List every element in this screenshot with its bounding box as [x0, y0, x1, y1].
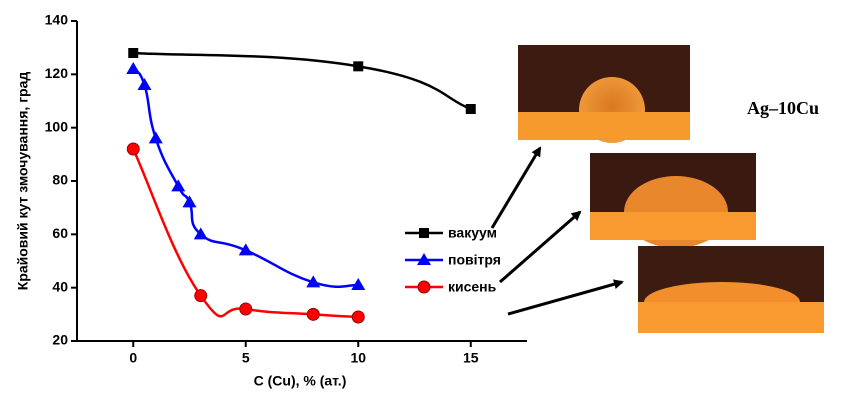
- point: [307, 308, 319, 320]
- point: [149, 131, 163, 143]
- y-tick-label: 140: [45, 12, 69, 28]
- x-tick-label: 15: [463, 350, 479, 366]
- legend-label: повітря: [448, 252, 501, 268]
- point: [466, 104, 476, 114]
- point: [128, 48, 138, 58]
- point: [138, 78, 152, 90]
- y-tick-label: 80: [52, 172, 68, 188]
- point: [183, 195, 197, 207]
- y-tick-label: 120: [45, 65, 69, 81]
- chart: Ag–10Cu C (Cu), % (ат.) Крайовий кут змо…: [0, 0, 846, 401]
- photo-3: [638, 246, 824, 333]
- annotation: Ag–10Cu: [747, 98, 819, 118]
- y-tick-label: 20: [52, 332, 68, 348]
- point: [126, 62, 140, 74]
- point: [352, 311, 364, 323]
- y-tick-label: 100: [45, 118, 69, 134]
- legend-label: вакуум: [448, 225, 497, 241]
- point: [171, 179, 185, 191]
- point: [240, 303, 252, 315]
- x-tick-label: 0: [129, 350, 137, 366]
- series-line: [133, 53, 471, 109]
- y-tick-label: 60: [52, 225, 68, 241]
- y-axis-label: Крайовий кут змочування, град: [15, 72, 31, 291]
- x-tick-label: 10: [350, 350, 366, 366]
- legend-marker: [419, 228, 429, 238]
- series-line: [133, 149, 358, 317]
- legend-label: кисень: [448, 279, 497, 295]
- point: [353, 61, 363, 71]
- y-tick-label: 40: [52, 278, 68, 294]
- point: [195, 290, 207, 302]
- photo-2: [590, 153, 756, 248]
- photo-1: [518, 45, 690, 143]
- point: [127, 143, 139, 155]
- x-tick-label: 5: [242, 350, 250, 366]
- legend-marker: [418, 281, 430, 293]
- x-axis-label: C (Cu), % (ат.): [254, 373, 347, 389]
